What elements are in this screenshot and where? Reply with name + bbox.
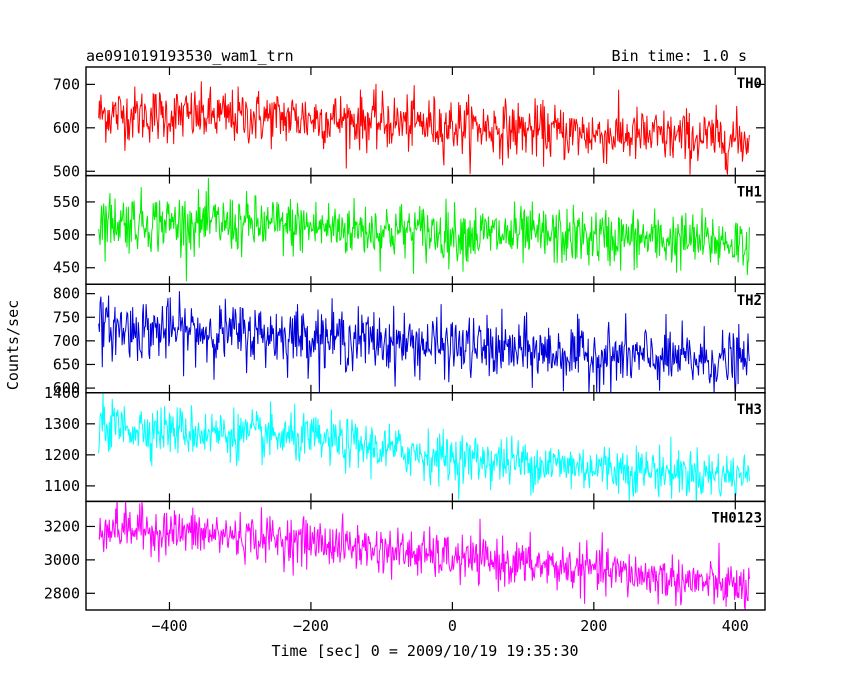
panel-frame xyxy=(85,174,766,285)
y-axis-label: Counts/sec xyxy=(4,300,22,390)
series-line-th0123 xyxy=(98,501,750,610)
y-tick-label: 3000 xyxy=(44,551,80,569)
series-line-th3 xyxy=(98,393,750,502)
series-line-th2 xyxy=(98,291,750,393)
bin-time-label: Bin time: 1.0 s xyxy=(612,47,747,65)
y-tick-label: 1200 xyxy=(44,446,80,464)
x-tick-label: 200 xyxy=(580,617,607,635)
y-tick-label: 600 xyxy=(53,119,80,137)
panel-th3: 1100 1200 1300 1400 TH3 xyxy=(44,384,766,503)
series-label-th0123: TH0123 xyxy=(711,510,762,526)
y-tick-label: 1300 xyxy=(44,415,80,433)
y-tick-label: 700 xyxy=(53,332,80,350)
panel-frame xyxy=(85,500,766,611)
panel-th2: 600 650 700 750 800 TH2 xyxy=(53,283,766,397)
chart-title: ae091019193530_wam1_trn xyxy=(86,47,294,65)
series-label-th2: TH2 xyxy=(737,293,762,309)
x-axis-label: Time [sec] 0 = 2009/10/19 19:35:30 xyxy=(271,642,578,660)
y-tick-label: 650 xyxy=(53,355,80,373)
x-tick-label: −200 xyxy=(293,617,329,635)
y-tick-label: 600 xyxy=(53,379,80,397)
series-label-th0: TH0 xyxy=(737,76,762,92)
y-tick-label: 550 xyxy=(53,193,80,211)
panel-th0123: 2800 3000 3200 TH0123 xyxy=(44,500,766,611)
y-tick-label: 500 xyxy=(53,162,80,180)
y-tick-label: 700 xyxy=(53,75,80,93)
y-tick-label: 2800 xyxy=(44,584,80,602)
x-tick-label: 400 xyxy=(722,617,749,635)
y-tick-label: 3200 xyxy=(44,517,80,535)
panels-group: 500 600 700 TH0 450 500 550 TH1 600 650 700 750 800 T… xyxy=(44,66,766,635)
panel-th1: 450 500 550 TH1 xyxy=(53,174,766,285)
series-label-th1: TH1 xyxy=(737,185,762,201)
series-line-th1 xyxy=(98,177,750,282)
x-tick-label: 0 xyxy=(448,617,457,635)
y-tick-label: 1100 xyxy=(44,477,80,495)
x-tick-label: −400 xyxy=(151,617,187,635)
y-tick-label: 1400 xyxy=(44,384,80,402)
y-tick-label: 800 xyxy=(53,285,80,303)
y-tick-label: 450 xyxy=(53,259,80,277)
y-tick-label: 750 xyxy=(53,308,80,326)
series-label-th3: TH3 xyxy=(737,402,762,418)
panel-th0: 500 600 700 TH0 xyxy=(53,66,766,180)
series-line-th0 xyxy=(98,81,750,175)
y-tick-label: 500 xyxy=(53,226,80,244)
